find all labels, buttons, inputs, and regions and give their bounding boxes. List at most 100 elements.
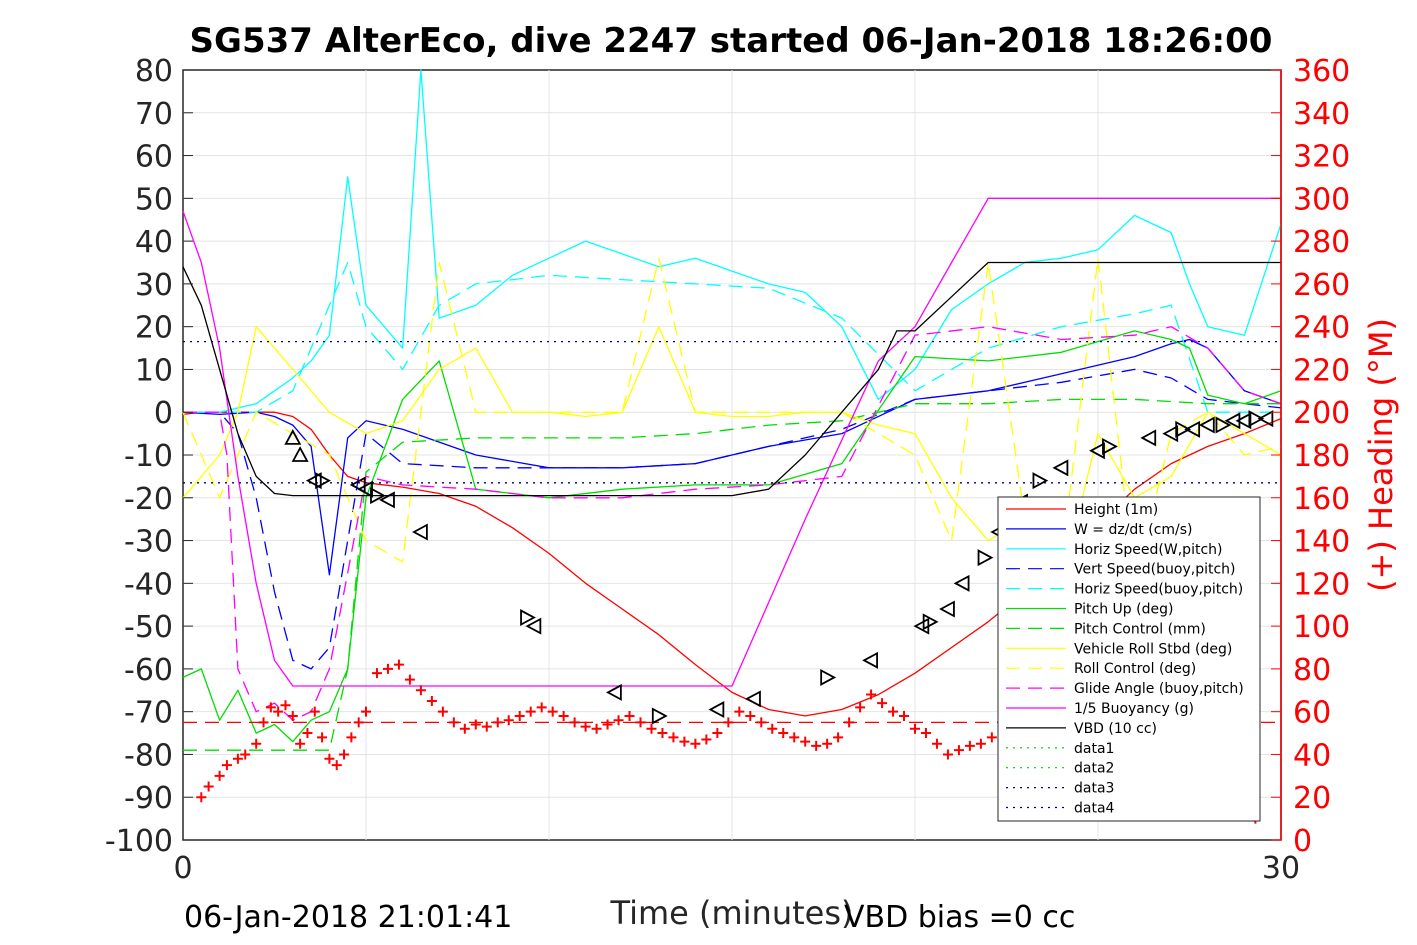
- footer-timestamp: 06-Jan-2018 21:01:41: [184, 900, 512, 935]
- legend-label: VBD (10 cc): [1074, 721, 1157, 737]
- heading-point: [196, 792, 207, 803]
- heading-point: [975, 738, 986, 749]
- heading-point: [767, 723, 778, 734]
- heading-point: [295, 738, 306, 749]
- triangle-marker: [939, 600, 955, 618]
- y-tick-label-left: -40: [124, 567, 173, 602]
- heading-point: [309, 706, 320, 717]
- heading-point: [382, 663, 393, 674]
- y-axis-label-right: (+) Heading (°M): [1362, 318, 1400, 592]
- heading-point: [203, 781, 214, 792]
- heading-point: [931, 738, 942, 749]
- heading-point: [415, 685, 426, 696]
- legend-label: Pitch Control (mm): [1074, 621, 1206, 637]
- y-tick-label-left: 30: [135, 268, 173, 303]
- legend-label: data1: [1074, 741, 1114, 757]
- heading-point: [866, 689, 877, 700]
- triangle-marker: [315, 472, 331, 490]
- heading-point: [855, 702, 866, 713]
- y-tick-label-left: 20: [135, 311, 173, 346]
- triangle-marker: [1198, 416, 1215, 434]
- y-tick-label-right: 300: [1293, 182, 1350, 217]
- heading-point: [404, 674, 415, 685]
- heading-point: [910, 723, 920, 734]
- heading-point: [331, 760, 342, 771]
- legend-label: 1/5 Buoyancy (g): [1074, 701, 1194, 717]
- heading-point: [353, 717, 364, 728]
- triangle-marker: [1224, 412, 1241, 430]
- heading-point: [536, 702, 547, 713]
- y-tick-label-right: 280: [1293, 225, 1350, 260]
- heading-point: [580, 721, 591, 732]
- legend-label: data4: [1074, 801, 1115, 817]
- heading-point: [273, 706, 284, 717]
- heading-point: [251, 738, 262, 749]
- series-line: [183, 326, 1282, 721]
- legend-label: Vehicle Roll Stbd (deg): [1074, 641, 1232, 657]
- triangle-marker: [1235, 412, 1252, 430]
- y-tick-label-left: 70: [135, 97, 173, 132]
- y-tick-label-left: -20: [124, 482, 173, 517]
- triangle-marker: [1175, 420, 1192, 438]
- heading-point: [800, 736, 811, 747]
- triangle-marker: [284, 428, 302, 445]
- triangle-marker: [862, 651, 878, 669]
- legend-label: data3: [1074, 781, 1114, 797]
- series-line: [183, 368, 1282, 670]
- heading-point: [920, 728, 931, 739]
- triangle-marker: [379, 491, 395, 509]
- heading-point: [789, 732, 800, 743]
- heading-point: [942, 749, 953, 760]
- legend-label: Glide Angle (buoy,pitch): [1074, 681, 1244, 697]
- heading-point: [723, 717, 734, 728]
- y-tick-label-right: 180: [1293, 439, 1350, 474]
- heading-point: [280, 700, 291, 711]
- heading-point: [877, 698, 888, 709]
- x-axis-label: Time (minutes): [610, 894, 854, 932]
- heading-point: [833, 732, 844, 743]
- legend: Height (1m) W = dz/dt (cm/s) Horiz Speed(W…: [997, 496, 1261, 822]
- heading-point: [481, 721, 492, 732]
- heading-point: [822, 738, 833, 749]
- heading-point: [503, 715, 514, 726]
- heading-point: [712, 728, 723, 739]
- heading-point: [986, 732, 997, 743]
- heading-point: [953, 745, 964, 756]
- x-tick-label: 30: [1262, 851, 1300, 886]
- triangle-marker: [922, 613, 939, 631]
- heading-point: [756, 717, 767, 728]
- y-tick-label-left: -50: [124, 610, 173, 645]
- heading-point: [339, 749, 350, 760]
- triangle-marker: [520, 609, 536, 627]
- heading-point: [525, 706, 536, 717]
- heading-point: [657, 728, 668, 739]
- y-tick-label-right: 160: [1293, 482, 1350, 517]
- y-tick-label-right: 120: [1293, 567, 1350, 602]
- heading-point: [668, 732, 679, 743]
- heading-point: [265, 702, 276, 713]
- y-tick-label-right: 140: [1293, 525, 1350, 560]
- y-tick-label-left: 50: [135, 182, 173, 217]
- y-tick-label-right: 240: [1293, 311, 1350, 346]
- triangle-marker: [370, 487, 386, 505]
- y-tick-label-right: 260: [1293, 268, 1350, 303]
- y-tick-label-right: 80: [1293, 653, 1331, 688]
- heading-point: [635, 717, 646, 728]
- series-line: [183, 261, 1281, 413]
- legend-label: Roll Control (deg): [1074, 661, 1196, 677]
- legend-label: Pitch Up (deg): [1074, 602, 1173, 618]
- heading-point: [679, 736, 690, 747]
- series-line: [182, 257, 1282, 584]
- heading-point: [324, 753, 335, 764]
- triangle-marker: [820, 668, 837, 686]
- heading-point: [232, 753, 243, 764]
- heading-point: [591, 723, 602, 734]
- series-line: [182, 197, 1281, 687]
- triangle-marker: [708, 701, 725, 719]
- legend-label: W = dz/dt (cm/s): [1074, 522, 1193, 538]
- y-tick-label-left: -30: [124, 525, 173, 560]
- triangle-marker: [349, 476, 366, 494]
- heading-point: [258, 717, 269, 728]
- heading-point: [624, 710, 635, 721]
